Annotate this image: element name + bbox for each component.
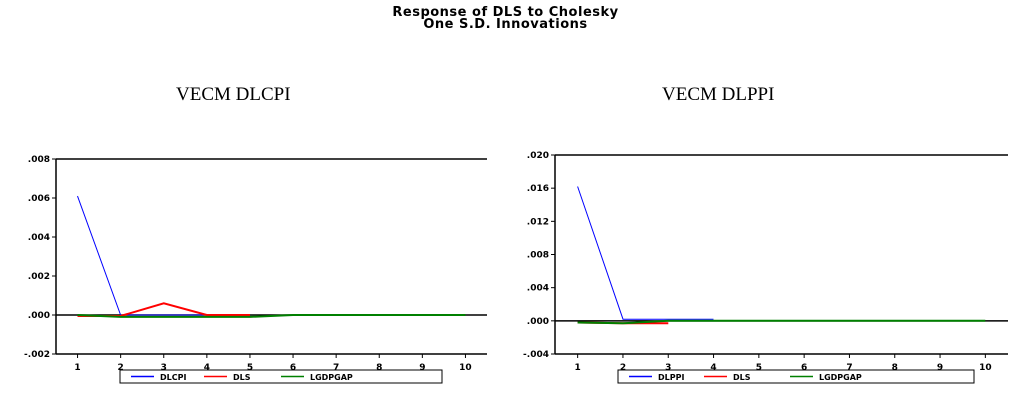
series-line-lgdpgap bbox=[577, 319, 986, 325]
panel-title-dlppi: VECM DLPPI bbox=[662, 84, 775, 105]
y-tick-label: .002 bbox=[28, 272, 50, 282]
x-tick-label: 2 bbox=[620, 363, 626, 373]
y-tick-label: .000 bbox=[28, 311, 50, 321]
figure-title-line1: Response of DLS to Cholesky bbox=[392, 5, 619, 20]
x-tick-label: 9 bbox=[419, 363, 425, 373]
x-tick-label: 5 bbox=[247, 363, 253, 373]
y-tick-label: -.002 bbox=[24, 350, 50, 360]
legend-label-dlppi: DLPPI bbox=[658, 373, 684, 382]
x-tick-label: 2 bbox=[118, 363, 124, 373]
x-tick-label: 10 bbox=[459, 363, 472, 373]
legend-label-dls: DLS bbox=[733, 373, 751, 382]
x-tick-label: 3 bbox=[161, 363, 167, 373]
x-tick-label: 7 bbox=[333, 363, 339, 373]
series-line-dls bbox=[77, 302, 250, 317]
x-tick-label: 3 bbox=[665, 363, 671, 373]
x-tick-label: 6 bbox=[290, 363, 296, 373]
x-tick-label: 8 bbox=[376, 363, 382, 373]
x-tick-label: 10 bbox=[979, 363, 992, 373]
y-tick-label: .020 bbox=[527, 151, 549, 161]
x-tick-label: 1 bbox=[575, 363, 581, 373]
panel-title-dlcpi: VECM DLCPI bbox=[176, 84, 291, 105]
y-tick-label: .008 bbox=[28, 155, 50, 165]
y-tick-label: .008 bbox=[527, 251, 549, 261]
legend-label-lgdpgap: LGDPGAP bbox=[819, 373, 862, 382]
legend-label-lgdpgap: LGDPGAP bbox=[310, 373, 353, 382]
chart-panel-1: .008 .006 .004 .002 .000 -.002 1 2 3 4 5 6 7 8 9 10 DLCP… bbox=[24, 155, 487, 384]
x-tick-label: 9 bbox=[937, 363, 943, 373]
y-tick-label: -.004 bbox=[523, 350, 549, 360]
x-tick-label: 8 bbox=[892, 363, 898, 373]
figure-title-line2: One S.D. Innovations bbox=[423, 17, 588, 32]
y-tick-label: .016 bbox=[527, 184, 549, 194]
y-tick-label: .000 bbox=[527, 317, 549, 327]
x-tick-label: 6 bbox=[801, 363, 807, 373]
y-tick-label: .004 bbox=[527, 284, 549, 294]
legend-label-dls: DLS bbox=[233, 373, 251, 382]
x-tick-label: 5 bbox=[756, 363, 762, 373]
y-tick-label: .006 bbox=[28, 194, 50, 204]
series-line-dlcpi bbox=[77, 195, 207, 316]
y-tick-label: .012 bbox=[527, 217, 549, 227]
x-tick-label: 1 bbox=[74, 363, 80, 373]
x-tick-label: 7 bbox=[846, 363, 852, 373]
x-tick-label: 4 bbox=[204, 363, 210, 373]
series-line-dlppi bbox=[577, 186, 714, 320]
x-tick-label: 4 bbox=[710, 363, 716, 373]
series-line-lgdpgap bbox=[77, 314, 466, 318]
legend-label-dlcpi: DLCPI bbox=[160, 373, 186, 382]
y-tick-label: .004 bbox=[28, 233, 50, 243]
chart-panel-2: .020 .016 .012 .008 .004 .000 -.004 1 2 3 4 5 6 7 8 9 10… bbox=[523, 151, 1008, 384]
